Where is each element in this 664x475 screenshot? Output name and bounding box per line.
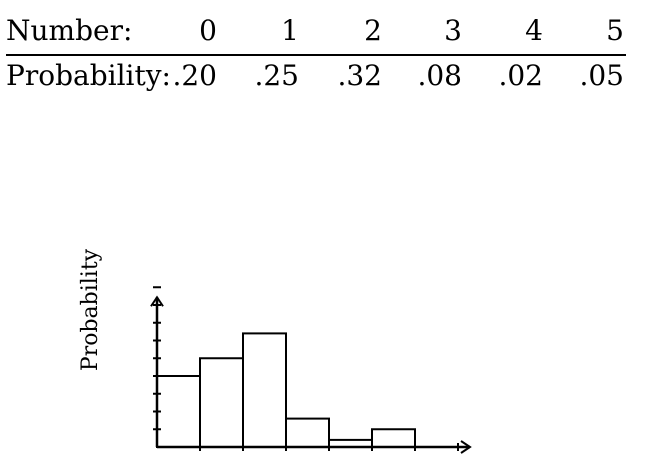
table-probability-cell-1: .25: [254, 59, 299, 92]
histogram-bar-0: [156, 375, 201, 448]
probability-histogram: Probability: [78, 248, 472, 454]
table-header-number-2: 2: [364, 14, 382, 47]
table-header-number-4: 4: [525, 14, 543, 47]
table-probability-cell-4: .02: [498, 59, 543, 92]
histogram-bar-5: [371, 428, 416, 448]
table-row-header-probability: Probability:: [6, 59, 171, 92]
histogram-bar-3: [285, 417, 330, 449]
table-row-header-number: Number:: [6, 14, 132, 47]
x-axis-arrowhead: [460, 440, 472, 454]
table-header-number-5: 5: [606, 14, 624, 47]
y-axis-label: Probability: [78, 248, 103, 371]
table-header-number-1: 1: [281, 14, 299, 47]
table-header-number-3: 3: [444, 14, 462, 47]
table-probability-cell-0: .20: [172, 59, 217, 92]
histogram-bar-1: [199, 357, 244, 448]
table-probability-cell-3: .08: [417, 59, 462, 92]
histogram-bars: [156, 332, 416, 449]
table-probability-cell-5: .05: [579, 59, 624, 92]
histogram-axes: [150, 286, 472, 454]
table-probability-cell-2: .32: [337, 59, 382, 92]
table-cells: 0 1 2 3 4 5 .20 .25 .32 .08 .02 .05: [172, 14, 624, 92]
table-header-number-0: 0: [199, 14, 217, 47]
probability-table: Number: Probability: 0 1 2 3 4 5 .20 .25 .32 .08.…: [6, 14, 626, 92]
y-axis-arrowhead: [150, 295, 164, 307]
histogram-bar-2: [242, 332, 287, 448]
